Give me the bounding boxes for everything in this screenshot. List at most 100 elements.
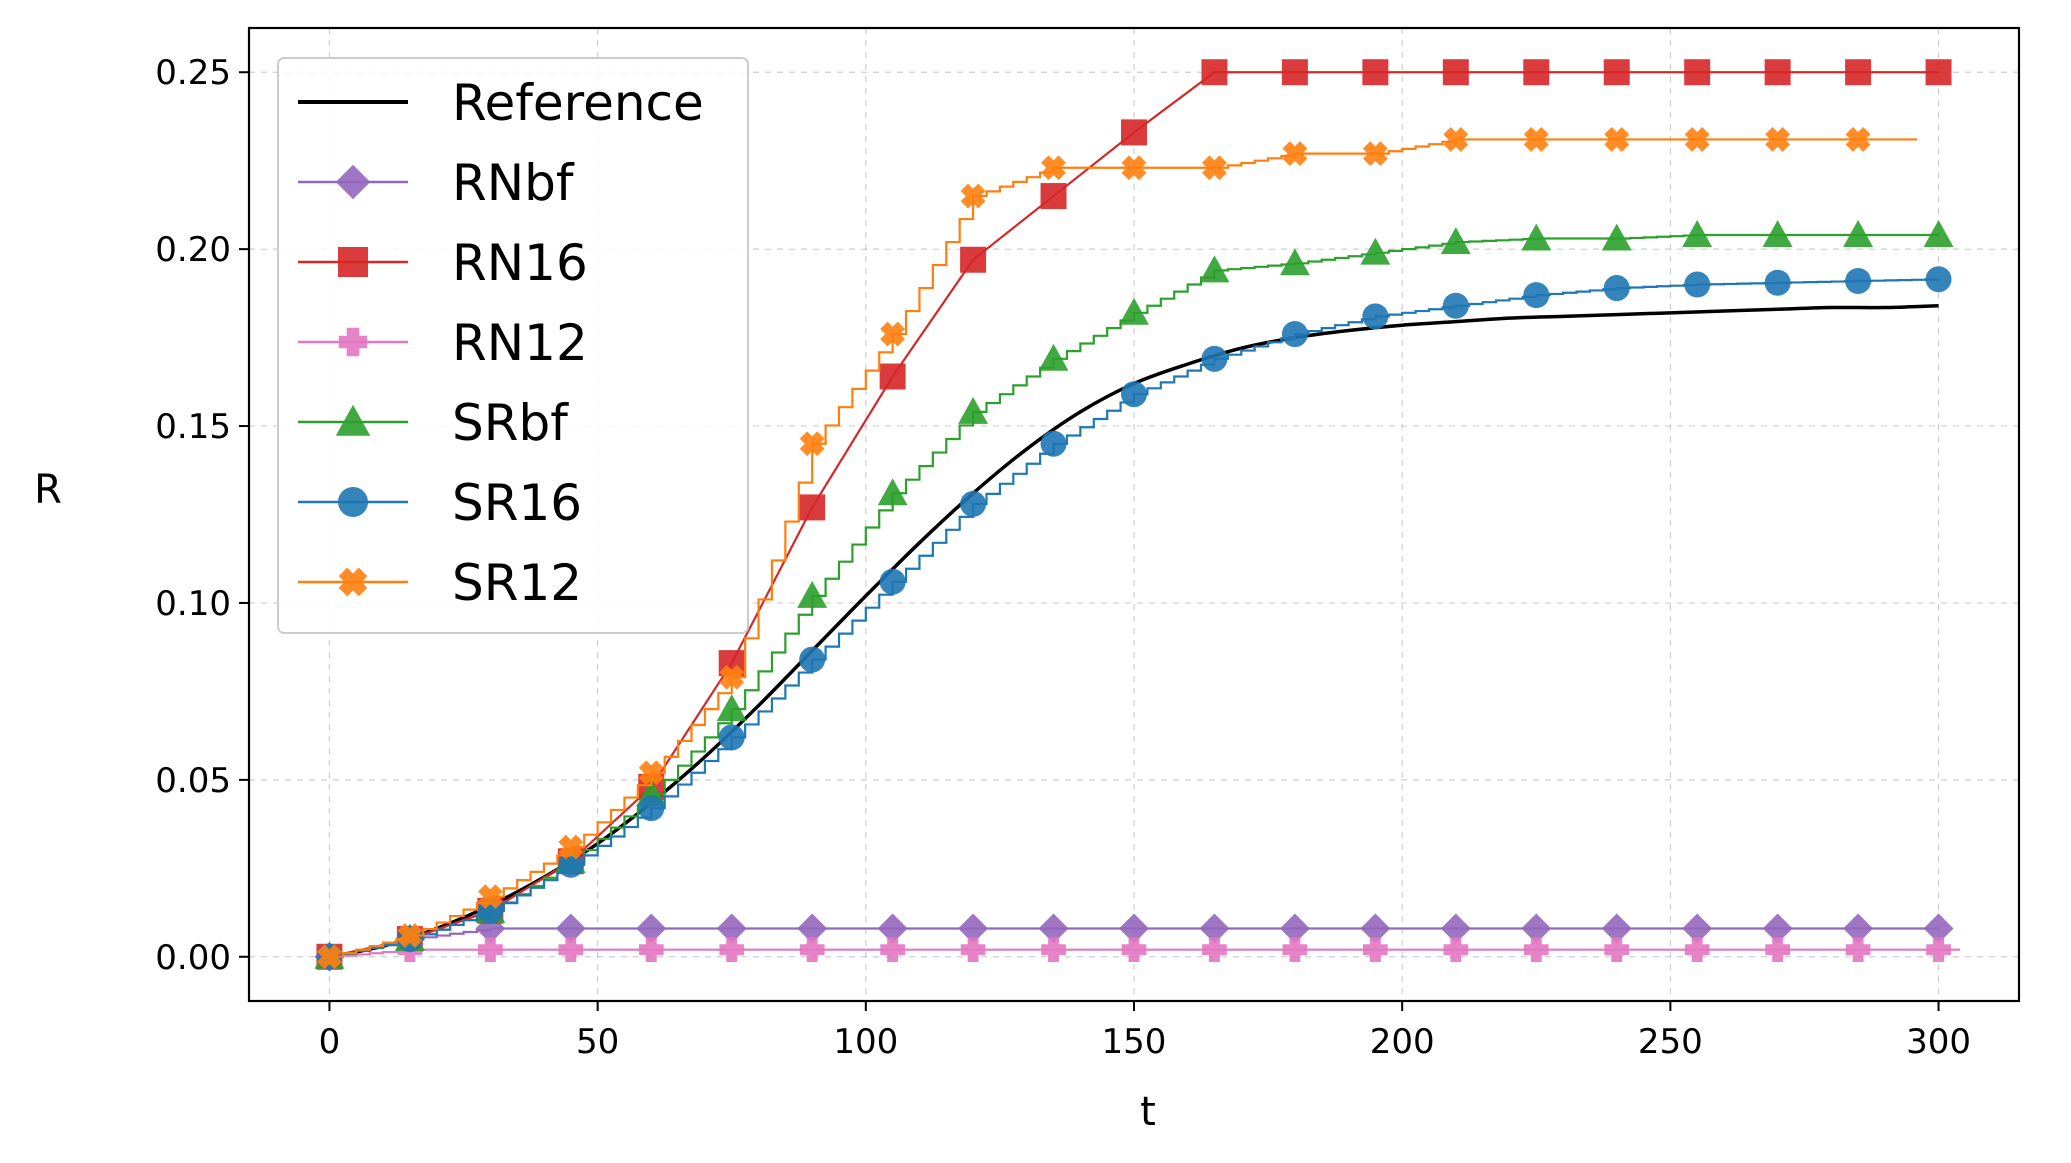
data-point-sr16 <box>1281 321 1308 348</box>
data-point-rnbf <box>797 913 828 944</box>
legend-label: SRbf <box>452 394 569 452</box>
legend-item-rn16: RN16 <box>298 234 588 292</box>
data-point-rn16 <box>1201 59 1228 86</box>
data-point-rn16 <box>1442 59 1469 86</box>
legend-item-sr16: SR16 <box>298 474 582 532</box>
x-tick-label: 100 <box>833 1022 898 1062</box>
data-point-rn16 <box>799 494 826 521</box>
x-axis-label: t <box>1140 1089 1156 1135</box>
data-point-sr16 <box>1925 266 1952 293</box>
legend-item-srbf: SRbf <box>298 394 569 452</box>
data-point-rn16 <box>1040 183 1067 210</box>
data-point-rn12 <box>1363 937 1388 963</box>
data-point-sr12 <box>1684 127 1710 152</box>
legend: Reference RNbf RN16 RN12 SRbf SR16 SR12 <box>277 57 749 634</box>
data-point-srbf <box>877 478 908 506</box>
legend-item-rn12: RN12 <box>298 314 588 372</box>
data-point-sr16 <box>1523 282 1550 309</box>
legend-label: RN16 <box>452 234 588 292</box>
data-point-srbf <box>1360 237 1391 265</box>
data-point-srbf <box>1682 220 1713 247</box>
data-point-sr16 <box>718 724 745 751</box>
x-tick-label: 200 <box>1370 1022 1435 1062</box>
data-point-srbf <box>797 580 828 608</box>
data-point-sr12 <box>1282 141 1308 167</box>
x-tick-label: 150 <box>1102 1022 1167 1062</box>
legend-marker <box>338 247 368 277</box>
data-point-srbf <box>1521 223 1552 251</box>
legend-item-reference: Reference <box>298 74 704 132</box>
data-point-rn12 <box>558 937 584 963</box>
data-point-rnbf <box>1521 913 1552 944</box>
data-point-rn16 <box>1684 59 1711 86</box>
data-point-sr12 <box>558 834 584 860</box>
y-axis-label: R <box>34 467 62 513</box>
data-point-rn16 <box>1925 59 1952 86</box>
data-point-rn16 <box>960 246 987 273</box>
data-point-rn12 <box>799 937 825 963</box>
y-tick-label: 0.25 <box>155 53 231 93</box>
data-point-rnbf <box>1762 913 1793 944</box>
data-point-sr16 <box>1201 345 1228 372</box>
legend-marker <box>338 567 368 597</box>
y-tick-label: 0.15 <box>155 407 231 447</box>
data-point-sr12 <box>1604 127 1630 152</box>
y-tick-label: 0.05 <box>155 761 231 801</box>
y-tick-label: 0.00 <box>155 938 231 978</box>
legend-label: SR16 <box>452 474 582 532</box>
data-point-sr12 <box>1202 155 1227 181</box>
ticks: 0 50 100 150 200 250 300 0.00 0.05 0.10 0.15 0.20 0.… <box>155 53 1971 1062</box>
series-line-reference <box>329 303 1939 959</box>
data-point-sr12 <box>960 183 986 209</box>
legend-marker <box>338 327 368 357</box>
data-point-sr16 <box>1684 271 1711 298</box>
data-point-rn16 <box>1764 59 1791 86</box>
x-tick-label: 50 <box>576 1022 619 1062</box>
data-point-rn12 <box>1604 937 1630 963</box>
data-point-sr16 <box>557 851 584 878</box>
data-point-rn12 <box>478 937 503 963</box>
legend-item-rnbf: RNbf <box>298 154 575 212</box>
data-point-rn12 <box>1926 937 1951 963</box>
data-point-rn12 <box>638 937 664 963</box>
data-point-sr16 <box>1442 292 1469 319</box>
data-point-rnbf <box>1682 913 1713 944</box>
data-point-rn16 <box>879 363 906 390</box>
data-point-sr12 <box>317 944 342 970</box>
data-point-rn12 <box>960 937 986 963</box>
data-point-sr12 <box>1362 141 1388 167</box>
data-point-sr16 <box>1040 430 1067 457</box>
data-point-sr12 <box>1765 127 1791 152</box>
data-point-rn16 <box>1523 59 1550 86</box>
legend-item-sr12: SR12 <box>298 554 582 612</box>
data-point-rnbf <box>1843 913 1874 944</box>
legend-box <box>277 57 749 634</box>
data-point-sr12 <box>477 884 503 910</box>
data-point-rn12 <box>1845 937 1871 963</box>
data-point-srbf <box>1762 220 1793 247</box>
data-point-rnbf <box>716 913 747 944</box>
legend-label: Reference <box>452 74 704 132</box>
data-point-rn16 <box>1603 59 1630 86</box>
data-point-sr16 <box>1362 303 1389 330</box>
legend-label: RNbf <box>452 154 575 212</box>
data-point-srbf <box>1279 248 1310 276</box>
legend-marker <box>335 164 371 200</box>
legend-marker <box>338 487 368 517</box>
data-point-rnbf <box>958 913 989 944</box>
series-line-sr12 <box>329 138 1918 958</box>
data-point-srbf <box>1601 223 1632 251</box>
data-point-rn12 <box>1443 937 1469 963</box>
y-tick-label: 0.10 <box>155 584 231 624</box>
series-line-rn12 <box>329 948 1960 958</box>
data-point-srbf <box>1119 297 1149 325</box>
data-point-sr12 <box>1523 127 1549 152</box>
data-point-rn16 <box>1845 59 1872 86</box>
data-point-rn12 <box>1282 937 1308 963</box>
data-point-sr16 <box>1121 381 1147 408</box>
data-point-rnbf <box>636 913 667 944</box>
x-tick-label: 0 <box>319 1022 341 1062</box>
legend-label: SR12 <box>452 554 582 612</box>
data-point-rnbf <box>877 913 908 944</box>
